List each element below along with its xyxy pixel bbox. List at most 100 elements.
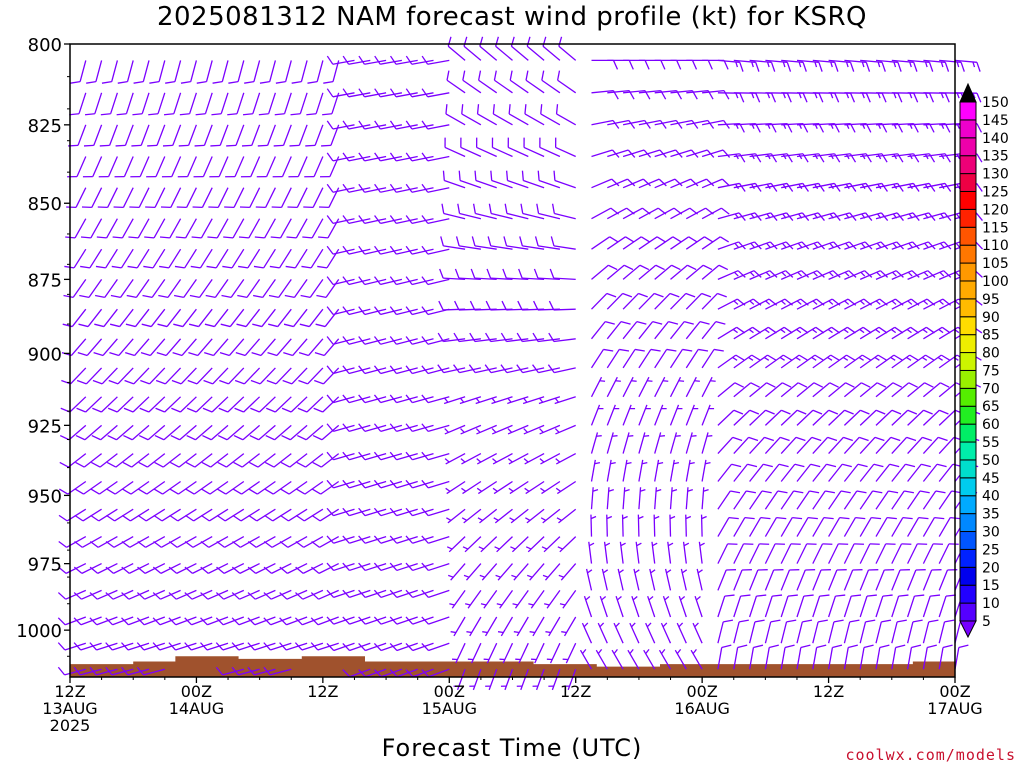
barb-staff [178,453,197,468]
barb-staff [82,508,102,522]
barb-staff [380,155,403,162]
barb-flag-full [764,436,774,442]
wind-barb [591,149,620,158]
barb-flag-full [342,183,350,193]
wind-barb [859,490,883,510]
barb-flag-full [818,183,825,192]
barb-flag-full [461,104,464,115]
wind-barb [701,348,724,369]
barb-flag-full [440,236,444,247]
barb-staff [238,642,260,651]
barb-staff [349,562,371,572]
barb-flag-half [845,92,850,99]
barb-staff [717,543,729,564]
barb-flag-full [799,326,809,334]
barb-flag-full [268,323,278,328]
barb-flag-half [922,328,928,334]
wind-barb [701,292,727,310]
wind-barb [502,268,529,281]
barb-staff [299,92,308,114]
wind-barb [461,480,482,495]
wind-barb [162,124,182,147]
barb-flag-full [141,323,152,328]
barb-flag-full [848,241,857,250]
colorbar-swatch [959,119,977,139]
wind-barb [524,480,545,495]
barb-flag-full [421,336,429,345]
barb-flag-full [857,463,868,468]
barb-flag-half [923,300,929,305]
barb-flag-full [298,379,308,385]
wind-barb [658,648,672,670]
barb-staff [126,60,134,82]
barb-flag-full [358,589,366,598]
barb-flag-half [733,300,739,305]
barb-staff [461,113,482,126]
barb-staff [333,396,355,404]
barb-staff [105,248,118,269]
wind-barb [89,589,118,600]
wind-barb [279,563,308,574]
barb-flag-half [507,397,512,403]
barb-flag-full [502,268,507,279]
barb-flag-half [618,569,624,574]
wind-barb [106,480,134,495]
barb-staff [319,508,340,522]
wind-barb [638,264,665,280]
wind-barb [105,563,134,574]
barb-flag-half [859,328,865,334]
wind-barb [461,508,482,524]
wind-barb [606,404,620,426]
wind-barb [843,463,868,482]
barb-staff [206,642,229,651]
barb-flag-half [763,356,770,361]
barb-flag-full [772,594,783,597]
wind-barb [405,642,434,652]
barb-flag-full [554,137,557,148]
barb-flag-full [92,379,103,385]
barb-staff [380,508,403,517]
wind-barb [654,119,683,129]
barb-staff [222,616,245,626]
barb-staff [670,264,688,280]
wind-barb [562,642,577,664]
wind-barb [859,644,874,670]
barb-flag-full [170,461,180,468]
barb-flag-full [976,62,981,72]
barb-flag-full [744,516,755,520]
wind-barb [859,463,884,482]
wind-barb [891,298,920,310]
wind-barb [232,480,260,495]
barb-flag-half [507,428,513,433]
wind-barb [200,589,229,600]
barb-flag-full [216,540,226,548]
wind-barb [446,508,466,524]
barb-flag-full [223,236,234,239]
wind-barb [217,424,245,441]
wind-barb [891,270,920,280]
barb-flag-full [405,642,414,651]
barb-staff [396,367,418,375]
barb-flag-full [437,364,445,374]
barb-flag-full [749,409,760,415]
colorbar-swatch [959,316,977,336]
barb-flag-full [76,407,86,413]
wind-barb [280,480,308,495]
barb-flag-full [849,92,856,103]
wind-barb [907,436,932,455]
wind-barb [84,92,103,116]
wind-barb [108,367,134,385]
barb-flag-full [864,241,873,250]
barb-flag-full [912,183,920,192]
wind-barb [113,187,134,209]
barb-staff [764,436,781,455]
barb-staff [196,367,213,385]
barb-staff [316,60,324,82]
wind-barb [437,332,466,343]
barb-flag-full [605,320,615,325]
barb-staff [522,338,545,343]
wind-barb [516,364,545,374]
barb-staff [938,436,955,455]
wind-barb [583,595,593,618]
wind-barb [421,336,450,345]
